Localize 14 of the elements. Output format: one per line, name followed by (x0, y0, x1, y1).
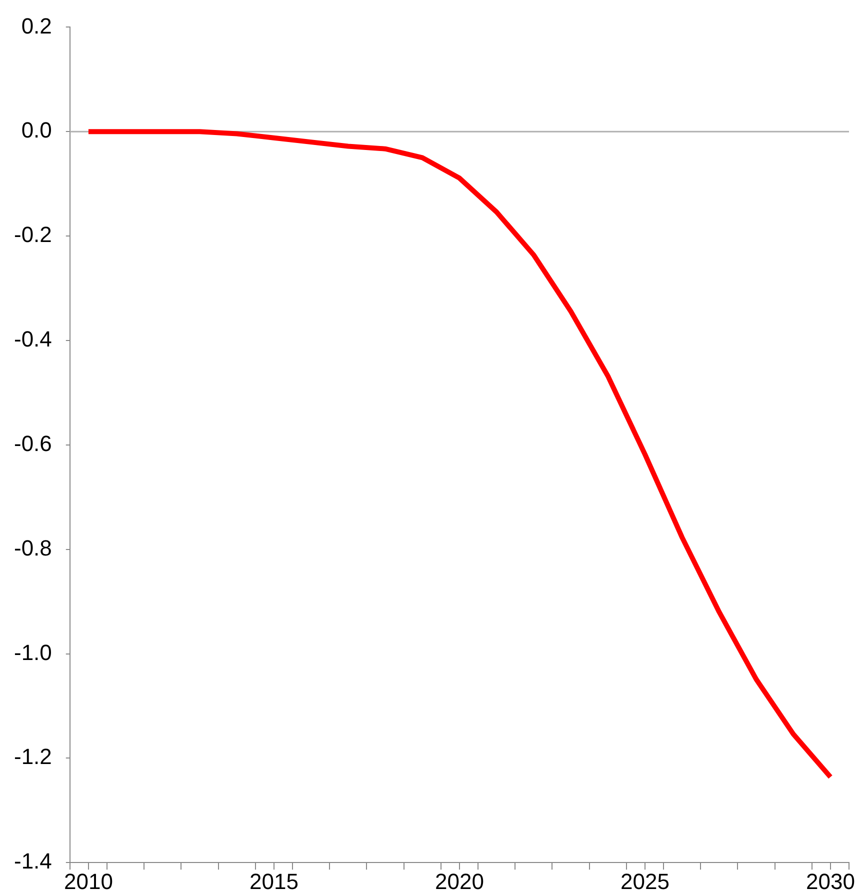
y-tick-label: -1.4 (14, 848, 52, 874)
y-tick-label: 0.0 (21, 118, 52, 143)
y-tick-label: -0.4 (14, 326, 52, 352)
y-tick-label: 0.2 (21, 13, 52, 38)
x-tick-label: 2020 (434, 868, 484, 894)
y-tick-label: -1.2 (14, 744, 52, 770)
y-tick-label: -1.0 (14, 640, 52, 665)
x-tick-label: 2025 (620, 868, 670, 894)
x-tick-label: 2010 (64, 868, 113, 894)
x-tick-label: 2015 (249, 868, 298, 894)
x-tick-label: 2030 (806, 868, 855, 894)
y-tick-label: -0.6 (14, 430, 52, 456)
y-tick-label: -0.2 (14, 222, 52, 248)
y-tick-label: -0.8 (14, 535, 52, 560)
